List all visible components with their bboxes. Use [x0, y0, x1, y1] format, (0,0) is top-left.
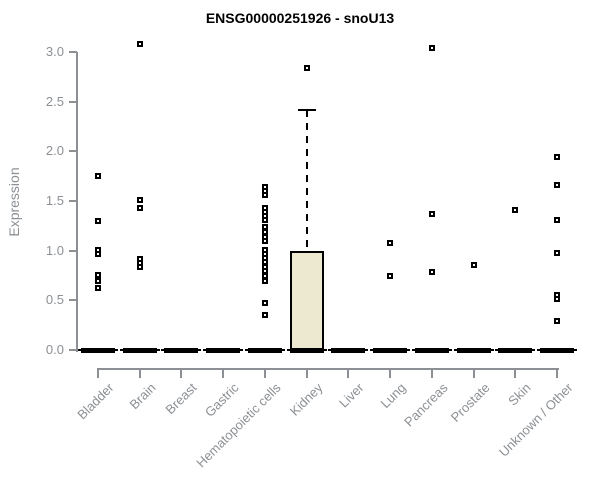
median-bar: [164, 348, 199, 353]
x-axis-tick: [305, 370, 308, 378]
median-bar: [289, 348, 324, 353]
outlier-point: [95, 271, 101, 278]
median-bar: [206, 348, 241, 353]
median-bar: [122, 348, 157, 353]
y-tick-label: 1.0: [45, 242, 64, 258]
x-axis-tick: [472, 370, 475, 378]
outlier-point: [136, 197, 143, 204]
y-axis-tick: [69, 200, 77, 203]
x-axis-tick: [389, 370, 392, 378]
outlier-point: [136, 263, 143, 270]
outlier-point: [554, 216, 561, 223]
y-tick-label: 1.5: [45, 193, 64, 209]
outlier-point: [387, 272, 394, 279]
y-axis-tick: [69, 51, 77, 54]
outlier-point: [554, 296, 561, 303]
median-bar: [331, 348, 366, 353]
median-bar: [456, 348, 491, 353]
median-bar: [414, 348, 449, 353]
y-tick-label: 2.5: [45, 93, 64, 109]
outlier-point: [136, 41, 143, 48]
x-axis-tick: [430, 370, 433, 378]
x-axis-tick: [97, 370, 99, 378]
y-axis-tick: [69, 249, 77, 252]
x-axis-line: [97, 368, 560, 370]
median-bar: [373, 348, 408, 353]
outlier-point: [554, 182, 561, 189]
x-axis-tick: [222, 370, 225, 378]
outlier-point: [554, 154, 561, 161]
y-tick-label: 3.0: [45, 44, 64, 60]
y-axis-tick: [69, 349, 77, 351]
chart-title: ENSG00000251926 - snoU13: [205, 10, 395, 26]
outlier-point: [428, 45, 435, 52]
outlier-point: [428, 210, 435, 217]
median-bar: [498, 348, 533, 353]
outlier-point: [261, 237, 268, 244]
median-bar: [540, 348, 575, 353]
outlier-point: [261, 278, 268, 285]
y-tick-label: 2.0: [45, 143, 64, 159]
outlier-point: [261, 216, 268, 223]
y-axis-tick: [69, 299, 77, 302]
box-iqr: [289, 250, 324, 350]
x-axis-tick: [180, 370, 183, 378]
y-axis-tick: [69, 150, 77, 153]
outlier-point: [261, 192, 268, 199]
y-tick-label: 0.5: [45, 292, 64, 308]
median-bar: [81, 348, 115, 353]
whisker-dashed-line: [305, 109, 308, 251]
outlier-point: [261, 312, 268, 319]
outlier-point: [261, 272, 268, 279]
outlier-point: [95, 217, 101, 224]
x-axis-tick: [514, 370, 517, 378]
x-axis-tick: [556, 370, 559, 378]
outlier-point: [95, 285, 101, 292]
outlier-point: [303, 64, 310, 71]
outlier-point: [470, 261, 477, 268]
outlier-point: [554, 318, 561, 325]
outlier-point: [136, 205, 143, 211]
y-axis-tick: [69, 100, 77, 103]
x-axis-tick: [138, 370, 141, 378]
outlier-point: [95, 173, 101, 180]
outlier-point: [428, 268, 435, 275]
outlier-point: [95, 250, 101, 257]
outlier-point: [387, 239, 394, 246]
outlier-point: [554, 249, 561, 256]
y-axis-line: [76, 52, 78, 352]
outlier-point: [261, 300, 268, 307]
outlier-point: [512, 206, 519, 213]
x-axis-tick: [263, 370, 266, 378]
y-tick-label: 0.0: [45, 342, 64, 357]
median-bar: [247, 348, 282, 353]
x-axis-tick: [347, 370, 350, 378]
outlier-point: [95, 278, 101, 285]
